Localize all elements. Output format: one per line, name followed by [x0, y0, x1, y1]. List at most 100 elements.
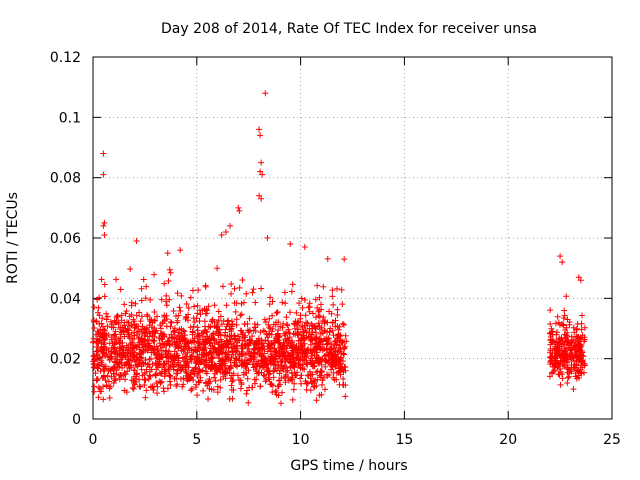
data-point [114, 358, 121, 365]
data-point [200, 387, 207, 394]
data-point [258, 159, 265, 166]
data-point [146, 316, 153, 323]
data-point [565, 373, 572, 380]
data-point [307, 387, 314, 394]
data-point [212, 377, 219, 384]
data-point [207, 378, 214, 385]
data-point [278, 346, 285, 353]
data-point [246, 336, 253, 343]
data-point [239, 276, 246, 283]
data-point [146, 364, 153, 371]
data-point [100, 222, 107, 229]
data-point [206, 340, 213, 347]
data-point [116, 376, 123, 383]
data-point [316, 307, 323, 314]
data-point [101, 293, 108, 300]
data-point [133, 323, 140, 329]
data-point [153, 313, 160, 320]
data-point [334, 285, 341, 292]
data-point [114, 313, 121, 320]
data-point [342, 343, 349, 350]
data-point [324, 337, 331, 344]
data-point [194, 324, 201, 331]
data-point [136, 361, 143, 368]
data-point [291, 369, 298, 376]
data-point [559, 337, 566, 344]
data-point [314, 282, 321, 289]
data-point [579, 312, 586, 319]
data-point [144, 342, 151, 349]
data-point [204, 382, 211, 389]
data-point [197, 377, 204, 384]
chart-title: Day 208 of 2014, Rate Of TEC Index for r… [161, 21, 537, 37]
data-point [215, 332, 222, 339]
data-point [194, 333, 201, 340]
data-point [120, 328, 127, 335]
data-point [100, 171, 107, 178]
data-point [547, 330, 554, 337]
data-point [119, 344, 126, 351]
data-point [117, 340, 124, 347]
data-point [164, 353, 171, 360]
data-point [575, 338, 582, 345]
data-point [322, 336, 329, 343]
data-point [276, 377, 283, 384]
data-point [101, 219, 108, 226]
data-point [233, 356, 240, 363]
data-point [182, 313, 189, 320]
data-point [575, 347, 582, 354]
data-point [328, 310, 335, 317]
data-point [164, 250, 171, 257]
data-point [175, 359, 182, 366]
data-point [257, 383, 264, 390]
data-point [297, 336, 304, 343]
data-point [121, 369, 128, 376]
data-point [243, 390, 250, 397]
data-point [340, 321, 347, 328]
data-point [304, 372, 311, 379]
data-point [122, 376, 129, 383]
data-point [136, 334, 143, 341]
data-point [196, 341, 203, 348]
data-point [236, 284, 243, 291]
data-point [264, 334, 271, 341]
data-point [167, 381, 174, 388]
data-point [570, 364, 577, 371]
data-point [96, 312, 103, 319]
data-point [173, 375, 180, 382]
data-point [96, 362, 103, 369]
data-point [153, 362, 160, 369]
data-point [553, 329, 560, 336]
data-point [194, 310, 201, 317]
data-point [158, 325, 165, 332]
data-point [260, 372, 267, 379]
data-point [237, 385, 244, 392]
data-point [581, 324, 588, 331]
data-point [235, 204, 242, 211]
data-point [270, 368, 277, 375]
data-point [130, 343, 137, 350]
data-point [100, 347, 107, 354]
data-point [117, 324, 124, 331]
data-point [269, 312, 276, 319]
data-point [146, 322, 153, 329]
data-point [159, 319, 166, 326]
data-point [91, 325, 98, 332]
data-point [293, 309, 300, 316]
data-point [565, 344, 572, 351]
data-point [194, 347, 201, 354]
data-point [182, 355, 189, 362]
data-point [174, 290, 181, 297]
data-point [337, 357, 344, 364]
data-point [284, 367, 291, 374]
data-point [228, 386, 235, 393]
data-point [257, 329, 264, 336]
data-point [214, 383, 221, 390]
data-point [333, 338, 340, 345]
data-point [295, 349, 302, 356]
data-point [188, 387, 195, 394]
data-point [136, 309, 143, 316]
data-point [221, 360, 228, 367]
data-point [335, 356, 342, 363]
data-point [324, 371, 331, 378]
